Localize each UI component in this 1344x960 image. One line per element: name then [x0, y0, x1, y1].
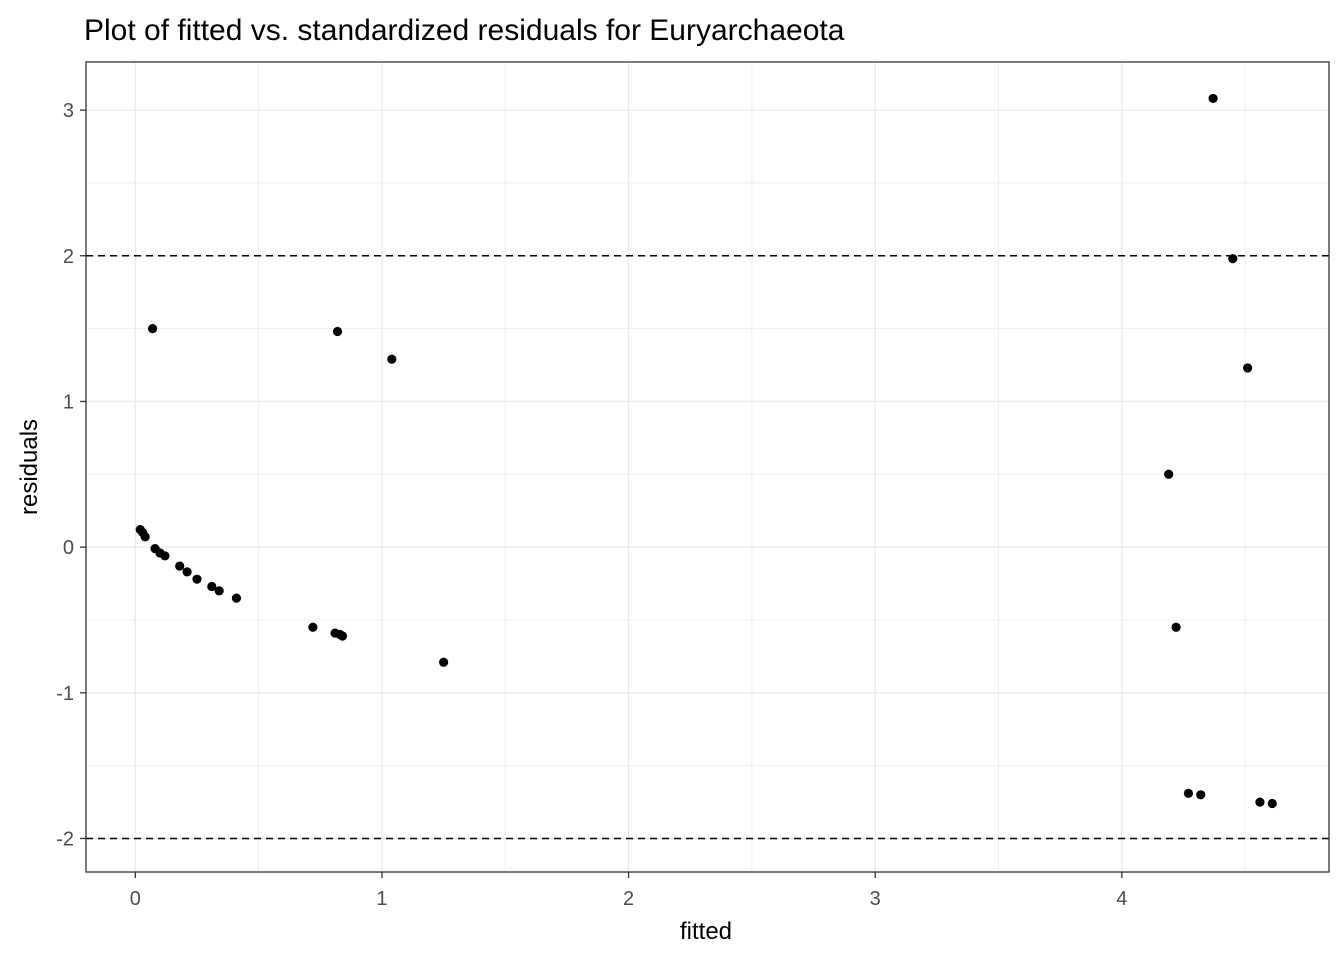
y-tick-label: 2 — [63, 246, 74, 268]
x-axis-title: fitted — [680, 918, 732, 945]
panel-border — [85, 61, 1330, 873]
x-tick-label: 3 — [870, 888, 881, 910]
y-tick-label: 1 — [63, 391, 74, 413]
data-point — [1228, 254, 1238, 264]
data-point — [439, 657, 449, 667]
y-tick-label: -1 — [56, 683, 74, 705]
data-point — [1171, 622, 1181, 632]
data-point — [1208, 93, 1218, 104]
chart-title: Plot of fitted vs. standardized residual… — [84, 14, 845, 47]
data-point — [332, 326, 343, 337]
data-point — [1243, 363, 1253, 373]
y-axis-ticks: -2 -1 0 1 2 3 — [56, 100, 86, 850]
y-axis-title: residuals — [16, 419, 43, 515]
data-point — [1267, 798, 1277, 809]
y-tick-label: 0 — [63, 537, 74, 559]
y-tick-label: -2 — [56, 828, 74, 850]
major-gridlines — [86, 62, 1329, 872]
data-point — [1183, 788, 1194, 798]
data-point — [147, 324, 158, 334]
data-points — [135, 93, 1277, 809]
x-axis-ticks: 0 1 2 3 4 — [130, 872, 1127, 910]
data-point — [337, 631, 348, 641]
data-point — [182, 567, 192, 577]
x-tick-label: 2 — [623, 888, 634, 910]
data-point — [387, 354, 397, 364]
x-tick-label: 0 — [130, 888, 141, 910]
data-point — [1164, 469, 1174, 479]
data-point — [192, 574, 202, 584]
data-point — [231, 593, 242, 603]
x-tick-label: 1 — [376, 888, 387, 910]
data-point — [1196, 790, 1206, 800]
reference-lines — [86, 254, 1329, 840]
y-tick-label: 3 — [63, 100, 74, 122]
data-point — [160, 551, 170, 561]
data-point — [140, 532, 150, 542]
data-point — [175, 561, 185, 571]
data-point — [207, 581, 217, 592]
x-tick-label: 4 — [1116, 888, 1127, 910]
data-point — [214, 586, 224, 596]
data-point — [308, 622, 318, 632]
data-point — [1255, 797, 1265, 807]
